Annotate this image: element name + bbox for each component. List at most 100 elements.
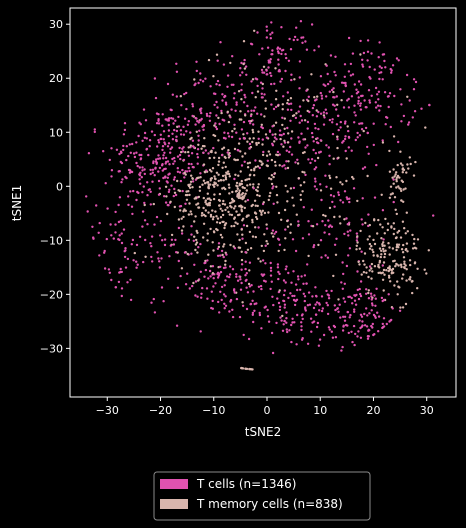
data-point-t-memory-cell — [212, 197, 216, 201]
data-point-t-cell — [260, 68, 264, 72]
data-point-t-cell — [222, 255, 225, 259]
data-point-t-cell — [269, 37, 272, 40]
data-point-t-cell — [128, 143, 131, 146]
data-point-t-memory-cell — [351, 175, 354, 179]
data-point-t-memory-cell — [228, 114, 231, 117]
data-point-t-cell — [160, 286, 164, 289]
data-point-t-memory-cell — [176, 125, 179, 128]
data-point-t-cell — [188, 169, 191, 173]
data-point-t-memory-cell — [388, 196, 392, 199]
data-point-t-cell — [157, 154, 160, 157]
data-point-t-memory-cell — [371, 270, 374, 273]
data-point-t-cell — [366, 50, 370, 53]
data-point-t-cell — [118, 170, 121, 173]
data-point-t-memory-cell — [258, 209, 262, 212]
data-point-t-cell — [242, 101, 246, 104]
data-point-t-cell — [228, 275, 231, 279]
data-point-t-cell — [244, 96, 247, 99]
data-point-t-cell — [290, 78, 293, 82]
data-point-t-cell — [334, 55, 337, 58]
data-point-t-cell — [149, 203, 152, 206]
data-point-t-cell — [361, 324, 364, 327]
data-point-t-memory-cell — [303, 181, 306, 184]
data-point-t-cell — [224, 279, 227, 282]
data-point-t-cell — [260, 92, 263, 96]
data-point-t-cell — [166, 82, 170, 86]
data-point-t-cell — [343, 300, 347, 303]
data-point-t-cell — [262, 71, 266, 74]
data-point-t-memory-cell — [295, 112, 298, 115]
data-point-t-cell — [350, 95, 354, 98]
data-point-t-memory-cell — [382, 289, 385, 292]
data-point-t-cell — [260, 327, 263, 330]
data-point-t-cell — [233, 247, 237, 250]
data-point-t-memory-cell — [200, 214, 204, 217]
data-point-t-cell — [233, 291, 236, 294]
data-point-t-cell — [343, 315, 347, 318]
data-point-t-cell — [215, 127, 219, 131]
data-point-t-cell — [324, 224, 327, 227]
data-point-t-memory-cell — [398, 176, 401, 179]
data-point-t-memory-cell — [301, 190, 304, 193]
data-point-t-cell — [262, 273, 266, 276]
data-point-t-memory-cell — [379, 255, 382, 259]
data-point-t-cell — [271, 49, 274, 52]
data-point-t-cell — [310, 208, 313, 211]
data-point-t-cell — [177, 125, 181, 128]
data-point-t-cell — [339, 126, 342, 129]
data-point-t-cell — [359, 313, 363, 316]
data-point-t-cell — [188, 287, 191, 290]
data-point-t-memory-cell — [400, 265, 403, 269]
data-point-t-cell — [349, 229, 352, 232]
data-point-t-memory-cell — [388, 170, 392, 173]
data-point-t-memory-cell — [188, 186, 192, 189]
data-point-t-cell — [280, 26, 283, 29]
data-point-t-cell — [265, 36, 268, 39]
data-point-t-cell — [153, 77, 157, 80]
data-point-t-cell — [175, 135, 178, 138]
data-point-t-cell — [293, 321, 296, 324]
data-point-t-cell — [271, 295, 274, 298]
data-point-t-cell — [119, 150, 123, 153]
data-point-t-cell — [197, 81, 200, 85]
data-point-t-cell — [151, 180, 154, 183]
data-point-t-memory-cell — [270, 232, 273, 235]
data-point-t-cell — [269, 287, 272, 291]
data-point-t-cell — [156, 251, 159, 254]
data-point-t-memory-cell — [283, 208, 287, 212]
data-point-t-cell — [324, 108, 327, 111]
data-point-t-memory-cell — [204, 209, 207, 212]
data-point-t-memory-cell — [202, 206, 205, 210]
data-point-t-memory-cell — [231, 130, 234, 133]
data-point-t-memory-cell — [211, 241, 214, 244]
data-point-t-memory-cell — [395, 176, 399, 179]
x-tick-label: −20 — [149, 404, 172, 417]
data-point-t-memory-cell — [227, 183, 231, 186]
data-point-t-cell — [145, 147, 149, 151]
data-point-t-memory-cell — [254, 165, 257, 169]
data-point-t-memory-cell — [401, 171, 404, 174]
data-point-t-cell — [368, 329, 371, 332]
data-point-t-cell — [327, 297, 331, 300]
data-point-t-cell — [263, 93, 266, 96]
data-point-t-cell — [177, 226, 181, 230]
data-point-t-memory-cell — [401, 164, 404, 167]
data-point-t-memory-cell — [255, 188, 258, 192]
data-point-t-memory-cell — [261, 143, 264, 146]
data-point-t-cell — [347, 136, 351, 139]
data-point-t-cell — [314, 152, 318, 155]
data-point-t-memory-cell — [262, 249, 266, 253]
data-point-t-cell — [420, 107, 423, 110]
data-point-t-memory-cell — [355, 244, 358, 247]
data-point-t-cell — [298, 76, 301, 79]
data-point-t-cell — [175, 70, 179, 74]
data-point-t-memory-cell — [381, 226, 384, 229]
data-point-t-memory-cell — [238, 246, 242, 249]
data-point-t-cell — [357, 99, 360, 103]
data-point-t-cell — [123, 128, 127, 132]
data-point-t-cell — [327, 326, 331, 329]
data-point-t-cell — [282, 299, 285, 302]
data-point-t-memory-cell — [359, 229, 362, 233]
data-point-t-cell — [234, 109, 237, 113]
data-point-t-cell — [335, 95, 338, 98]
